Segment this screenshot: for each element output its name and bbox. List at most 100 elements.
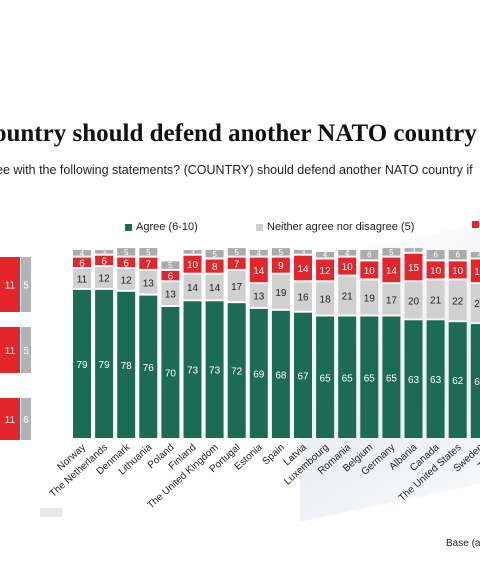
bar-segment-disagree bbox=[227, 257, 246, 269]
data-label: 6 bbox=[367, 251, 372, 260]
data-label: 73 bbox=[209, 366, 221, 377]
bar-segment-disagree bbox=[382, 257, 401, 283]
data-label: 6 bbox=[455, 251, 460, 260]
bar-segment-neither bbox=[294, 282, 312, 311]
page-subtitle: ee with the following statements? (COUNT… bbox=[0, 163, 473, 177]
side-bar-red bbox=[0, 398, 20, 440]
data-label: 78 bbox=[121, 361, 133, 372]
data-label: 11 bbox=[77, 274, 88, 285]
data-label: 4 bbox=[257, 249, 262, 258]
data-label: 3 bbox=[301, 248, 306, 257]
bar-segment-dont-know bbox=[183, 250, 202, 254]
side-bar-red-label: 11 bbox=[5, 346, 16, 357]
data-label: 65 bbox=[342, 373, 354, 384]
data-label: 4 bbox=[345, 249, 350, 258]
bar-segment-neither bbox=[205, 274, 224, 300]
base-note: Base (a bbox=[446, 538, 480, 549]
data-label: 8 bbox=[212, 262, 218, 273]
data-label: 3 bbox=[411, 246, 416, 255]
data-label: 73 bbox=[187, 366, 199, 377]
bar-segment-disagree bbox=[139, 257, 158, 269]
bar-segment-agree bbox=[183, 301, 202, 438]
data-label: 61 bbox=[474, 377, 480, 388]
data-label: 9 bbox=[278, 261, 284, 272]
data-label: 5 bbox=[168, 261, 173, 270]
bar-segment-dont-know bbox=[95, 250, 114, 254]
bar-segment-neither bbox=[271, 274, 290, 309]
bar-segment-agree bbox=[73, 289, 91, 438]
bar-segment-dont-know bbox=[117, 248, 136, 256]
bar-segment-disagree bbox=[426, 261, 445, 279]
bar-segment-disagree bbox=[470, 259, 480, 283]
bar-segment-neither bbox=[338, 276, 357, 315]
bar-segment-dont-know bbox=[227, 248, 246, 256]
data-label: 79 bbox=[76, 360, 88, 371]
bar-segment-dont-know bbox=[316, 251, 335, 258]
data-label: 17 bbox=[386, 295, 398, 306]
data-label: 70 bbox=[165, 369, 177, 380]
data-label: 65 bbox=[364, 373, 376, 384]
data-label: 14 bbox=[209, 283, 221, 294]
data-label: 62 bbox=[452, 376, 464, 387]
bar-segment-agree bbox=[382, 316, 401, 438]
side-bar-grey-label: 5 bbox=[23, 281, 29, 292]
legend-item-agree: Agree (6-10) bbox=[125, 221, 198, 233]
bar-segment-agree bbox=[249, 308, 268, 438]
bar-segment-disagree bbox=[271, 257, 290, 273]
bar-segment-agree bbox=[470, 324, 480, 438]
data-label: 65 bbox=[320, 373, 332, 384]
bar-segment-agree bbox=[227, 303, 246, 438]
bar-segment-disagree bbox=[73, 257, 91, 267]
side-bar-grey-label: 6 bbox=[23, 415, 29, 426]
data-label: 79 bbox=[99, 360, 111, 371]
bar-segment-neither bbox=[404, 282, 423, 319]
bar-segment-disagree bbox=[95, 255, 114, 266]
bar-segment-dont-know bbox=[470, 251, 480, 258]
bar-segment-agree bbox=[448, 322, 467, 438]
bar-segment-disagree bbox=[117, 257, 136, 267]
side-bar-grey bbox=[21, 257, 31, 312]
data-label: 12 bbox=[99, 274, 111, 285]
data-label: 5 bbox=[124, 248, 129, 257]
data-label: 13 bbox=[253, 292, 265, 303]
bar-segment-disagree bbox=[448, 261, 467, 279]
category-label: Spain bbox=[261, 442, 287, 467]
bar-segment-neither bbox=[360, 280, 379, 315]
data-label: 67 bbox=[297, 371, 309, 382]
side-bar-red bbox=[0, 327, 20, 373]
data-label: 69 bbox=[253, 369, 265, 380]
side-bar-grey-label: 5 bbox=[23, 346, 29, 357]
data-label: 10 bbox=[364, 266, 376, 277]
bar-segment-disagree bbox=[161, 270, 180, 281]
bar-segment-neither bbox=[117, 269, 136, 290]
bar-segment-dont-know bbox=[338, 250, 357, 256]
bar-segment-dont-know bbox=[139, 248, 158, 256]
data-label: 19 bbox=[275, 288, 287, 299]
data-label: 5 bbox=[279, 248, 284, 257]
side-bar-red-label: 11 bbox=[5, 415, 16, 426]
data-label: 7 bbox=[234, 259, 240, 270]
data-label: 12 bbox=[121, 275, 133, 286]
bar-segment-agree bbox=[271, 310, 290, 438]
data-label: 65 bbox=[386, 373, 398, 384]
bar-segment-disagree bbox=[404, 253, 423, 281]
bar-segment-dont-know bbox=[294, 250, 312, 254]
bar-segment-dont-know bbox=[448, 250, 467, 260]
bar-segment-agree bbox=[404, 320, 423, 438]
bar-segment-dont-know bbox=[382, 248, 401, 256]
data-label: 4 bbox=[323, 251, 328, 260]
data-label: 5 bbox=[212, 250, 217, 259]
bar-segment-agree bbox=[117, 291, 136, 438]
data-label: 22 bbox=[452, 296, 464, 307]
data-label: 63 bbox=[408, 375, 420, 386]
data-label: 10 bbox=[452, 266, 464, 277]
side-bar-red-label: 11 bbox=[5, 281, 16, 292]
data-label: 4 bbox=[478, 251, 480, 260]
data-label: 15 bbox=[408, 263, 420, 274]
data-label: 3 bbox=[190, 248, 195, 257]
bar-segment-neither bbox=[470, 284, 480, 323]
bar-segment-disagree bbox=[316, 259, 335, 281]
bar-segment-disagree bbox=[205, 259, 224, 273]
bar-segment-neither bbox=[426, 280, 445, 319]
side-bar-grey bbox=[21, 398, 31, 440]
